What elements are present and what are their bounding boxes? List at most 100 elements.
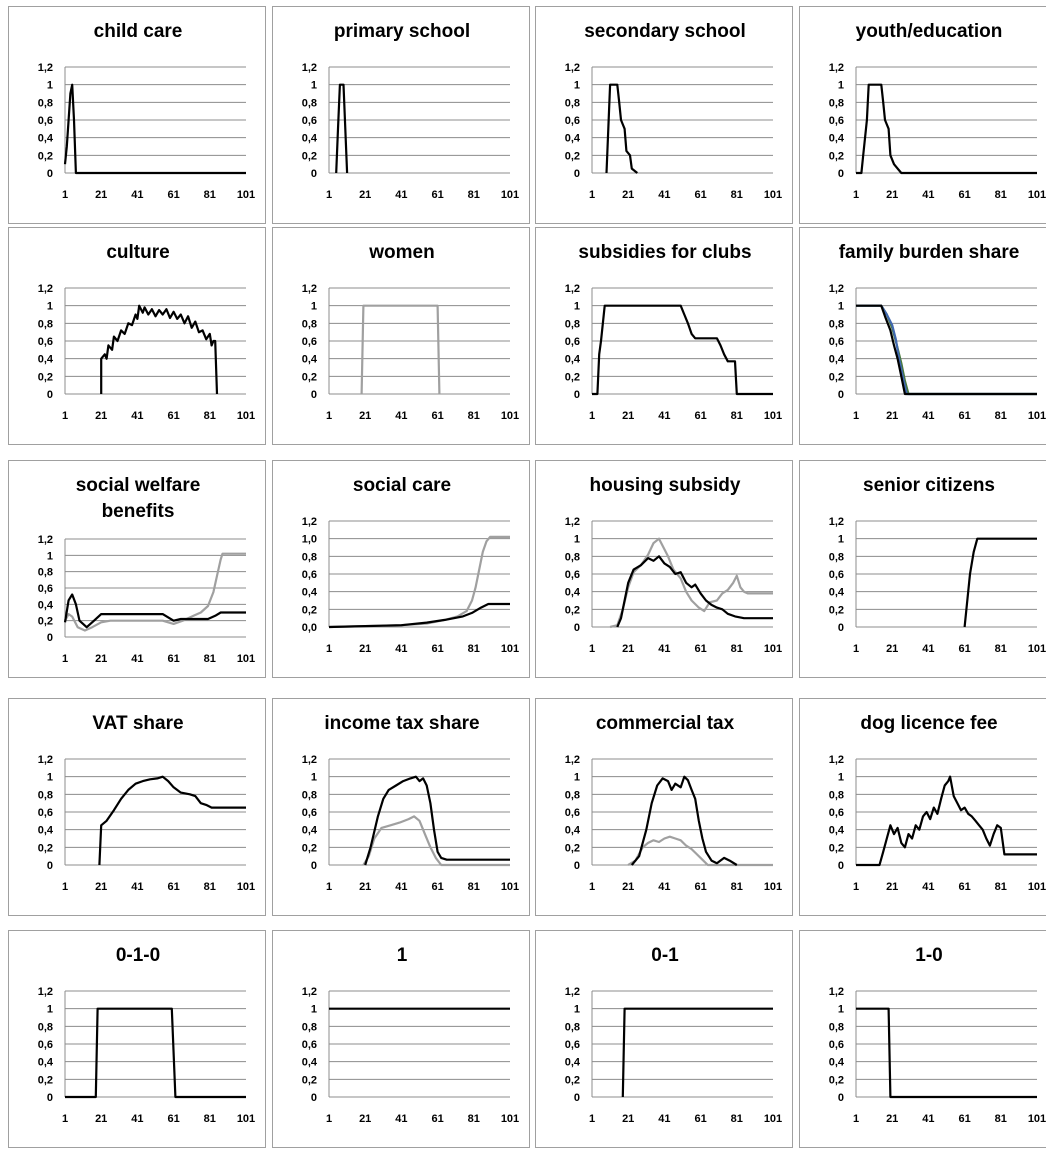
- y-tick-label: 1,2: [38, 986, 53, 998]
- y-tick-label: 1,2: [38, 534, 53, 546]
- y-tick-label: 1: [47, 550, 53, 562]
- chart-svg: commercial tax 0 0,2 0,4 0,6 0,8 1 1,2 1 21 41 61 81…: [565, 713, 782, 893]
- x-tick-label: 41: [922, 410, 934, 422]
- y-tick-label: 0,2: [302, 150, 317, 162]
- y-tick-label: 1: [47, 1004, 53, 1016]
- chart-title: child care: [94, 21, 183, 42]
- y-tick-label: 1: [311, 772, 317, 784]
- series-line: [616, 555, 773, 628]
- chart-title: 1-0: [915, 945, 942, 966]
- x-tick-label: 21: [886, 643, 898, 655]
- y-tick-label: 1: [574, 534, 580, 546]
- y-tick-label: 1,2: [38, 283, 53, 295]
- chart-svg: 0-1 0 0,2 0,4 0,6 0,8 1 1,2 1 21 41 61 81 101: [565, 945, 782, 1125]
- y-tick-label: 0,6: [829, 1039, 844, 1051]
- y-tick-label: 0,8: [302, 318, 317, 330]
- y-tick-label: 0,2: [565, 604, 580, 616]
- series-line: [592, 304, 773, 396]
- series-line: [856, 775, 1037, 867]
- chart-panel: women 0 0,2 0,4 0,6 0,8 1 1,2 1 21 41 61 81 101: [272, 227, 530, 445]
- x-tick-label: 21: [886, 1113, 898, 1125]
- series-line: [64, 552, 246, 632]
- y-tick-label: 0,4: [302, 825, 318, 837]
- chart-title: dog licence fee: [860, 713, 997, 734]
- x-tick-label: 101: [501, 189, 519, 201]
- y-tick-label: 1: [574, 301, 580, 313]
- y-tick-label: 0: [574, 1092, 580, 1104]
- y-tick-label: 0: [838, 1092, 844, 1104]
- x-tick-label: 101: [237, 189, 255, 201]
- y-tick-label: 0,6: [829, 115, 844, 127]
- y-tick-label: 0,4: [829, 1057, 845, 1069]
- y-tick-label: 1,2: [38, 62, 53, 74]
- y-tick-label: 0,2: [302, 1074, 317, 1086]
- x-tick-label: 1: [62, 881, 68, 893]
- x-tick-label: 21: [622, 643, 634, 655]
- x-tick-label: 61: [431, 643, 443, 655]
- chart-panel: 1-0 0 0,2 0,4 0,6 0,8 1 1,2 1 21 41 61 81 101: [799, 930, 1046, 1148]
- chart-panel: primary school 0 0,2 0,4 0,6 0,8 1 1,2 1 21 41 61 81…: [272, 6, 530, 224]
- chart-title: commercial tax: [596, 713, 735, 734]
- y-tick-label: 0,6: [565, 807, 580, 819]
- y-tick-label: 0,4: [302, 354, 318, 366]
- chart-title: income tax share: [324, 713, 479, 734]
- y-tick-label: 0,6: [565, 336, 580, 348]
- x-tick-label: 81: [995, 1113, 1007, 1125]
- chart-panel: culture 0 0,2 0,4 0,6 0,8 1 1,2 1 21 41 61 81 101: [8, 227, 266, 445]
- y-tick-label: 0: [574, 389, 580, 401]
- series-line: [63, 593, 246, 629]
- y-tick-label: 1,2: [829, 516, 844, 528]
- y-tick-label: 0,2: [302, 604, 317, 616]
- chart-svg: 0-1-0 0 0,2 0,4 0,6 0,8 1 1,2 1 21 41 61 81 101: [38, 945, 255, 1125]
- x-tick-label: 61: [694, 881, 706, 893]
- chart-svg: family burden share 0 0,2 0,4 0,6 0,8 1 1,2 1 21 4…: [829, 242, 1046, 422]
- y-tick-label: 0,6: [302, 336, 317, 348]
- y-tick-label: 1: [311, 1004, 317, 1016]
- x-tick-label: 61: [694, 643, 706, 655]
- y-tick-label: 0,6: [302, 1039, 317, 1051]
- x-tick-label: 61: [958, 410, 970, 422]
- chart-panel: subsidies for clubs 0 0,2 0,4 0,6 0,8 1 1,2 1 21 4…: [535, 227, 793, 445]
- y-tick-label: 0,2: [565, 842, 580, 854]
- y-tick-label: 0: [574, 860, 580, 872]
- y-tick-label: 0,8: [38, 97, 53, 109]
- chart-title: VAT share: [92, 713, 183, 734]
- chart-svg: social care 0,0 0,2 0,4 0,6 0,8 1,0 1,2 1 21 41 61 8…: [302, 475, 519, 655]
- y-tick-label: 0,4: [38, 825, 54, 837]
- y-tick-label: 1,2: [565, 754, 580, 766]
- series-line: [65, 1007, 246, 1099]
- x-tick-label: 81: [731, 189, 743, 201]
- x-tick-label: 41: [131, 410, 143, 422]
- chart-svg: social welfare benefits 0 0,2 0,4 0,6 0,8 1 1,2 1…: [38, 475, 255, 665]
- x-tick-label: 101: [237, 1113, 255, 1125]
- y-tick-label: 1: [47, 772, 53, 784]
- x-tick-label: 21: [359, 410, 371, 422]
- x-tick-label: 101: [501, 410, 519, 422]
- x-tick-label: 21: [622, 410, 634, 422]
- x-tick-label: 61: [167, 653, 179, 665]
- y-tick-label: 0,6: [565, 1039, 580, 1051]
- y-tick-label: 1,2: [302, 754, 317, 766]
- y-tick-label: 0,8: [38, 567, 53, 579]
- x-tick-label: 41: [658, 1113, 670, 1125]
- x-tick-label: 1: [62, 189, 68, 201]
- y-tick-label: 0,8: [829, 789, 844, 801]
- chart-title: senior citizens: [863, 475, 995, 496]
- x-tick-label: 1: [326, 1113, 332, 1125]
- x-tick-label: 1: [853, 189, 859, 201]
- y-tick-label: 0,2: [38, 371, 53, 383]
- x-tick-label: 101: [764, 410, 782, 422]
- y-tick-label: 0: [47, 632, 53, 644]
- x-tick-label: 101: [501, 881, 519, 893]
- chart-title: subsidies for clubs: [578, 242, 751, 263]
- x-tick-label: 61: [958, 643, 970, 655]
- y-tick-label: 0,4: [565, 354, 581, 366]
- y-tick-label: 0: [47, 1092, 53, 1104]
- chart-panel: VAT share 0 0,2 0,4 0,6 0,8 1 1,2 1 21 41 61 81 101: [8, 698, 266, 916]
- series-line: [360, 304, 441, 395]
- x-tick-label: 1: [326, 189, 332, 201]
- x-tick-label: 61: [958, 881, 970, 893]
- x-tick-label: 41: [395, 1113, 407, 1125]
- x-tick-label: 81: [995, 410, 1007, 422]
- x-tick-label: 21: [359, 189, 371, 201]
